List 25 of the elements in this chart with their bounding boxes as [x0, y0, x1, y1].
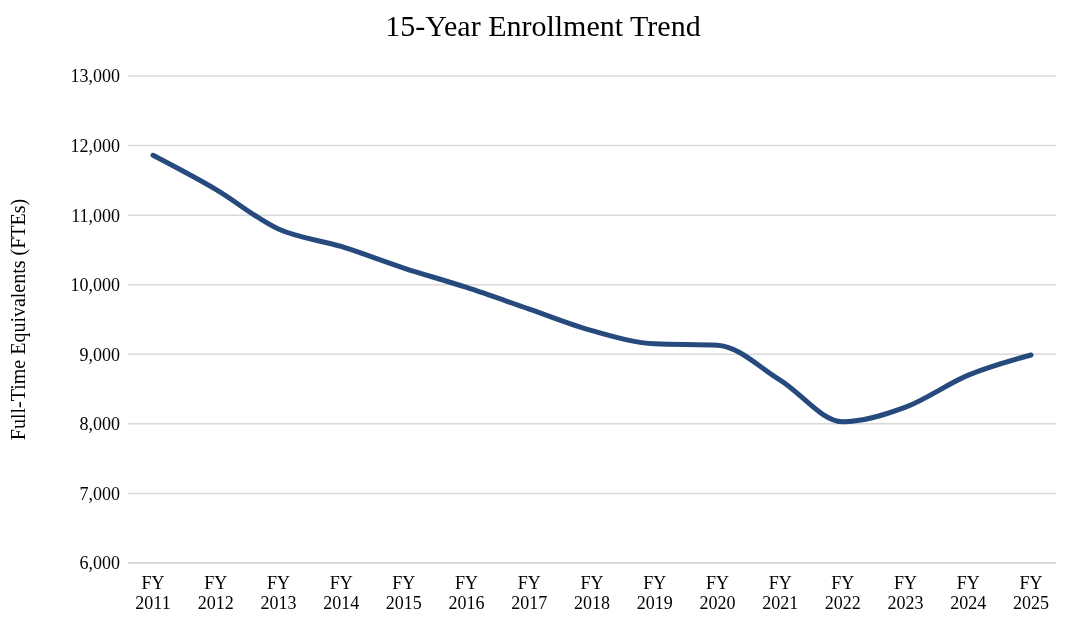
x-tick-label: FY 2023 — [887, 573, 924, 613]
y-tick-label: 11,000 — [71, 205, 120, 226]
y-tick-label: 10,000 — [70, 275, 120, 296]
x-tick-label: FY 2020 — [699, 573, 736, 613]
chart-title: 15-Year Enrollment Trend — [384, 8, 702, 44]
y-tick-label: 7,000 — [79, 483, 120, 504]
x-tick-label: FY 2013 — [260, 573, 297, 613]
y-tick-label: 6,000 — [79, 553, 120, 574]
x-tick-label: FY 2025 — [1013, 573, 1049, 613]
y-tick-label: 8,000 — [79, 414, 120, 435]
x-tick-label: FY 2017 — [511, 573, 548, 613]
y-tick-label: 13,000 — [70, 66, 120, 87]
x-tick-label: FY 2016 — [448, 573, 485, 613]
y-tick-label: 9,000 — [79, 344, 120, 365]
x-tick-label: FY 2018 — [574, 573, 610, 613]
x-tick-label: FY 2014 — [323, 573, 360, 613]
y-axis-title: Full-Time Equivalents (FTEs) — [7, 198, 31, 441]
x-tick-label: FY 2021 — [762, 573, 799, 613]
x-tick-label: FY 2011 — [135, 573, 171, 613]
x-tick-label: FY 2012 — [197, 573, 234, 613]
x-tick-label: FY 2019 — [636, 573, 673, 613]
x-tick-label: FY 2024 — [950, 573, 987, 613]
y-tick-label: 12,000 — [70, 135, 120, 156]
x-tick-label: FY 2015 — [385, 573, 422, 613]
x-tick-label: FY 2022 — [824, 573, 861, 613]
